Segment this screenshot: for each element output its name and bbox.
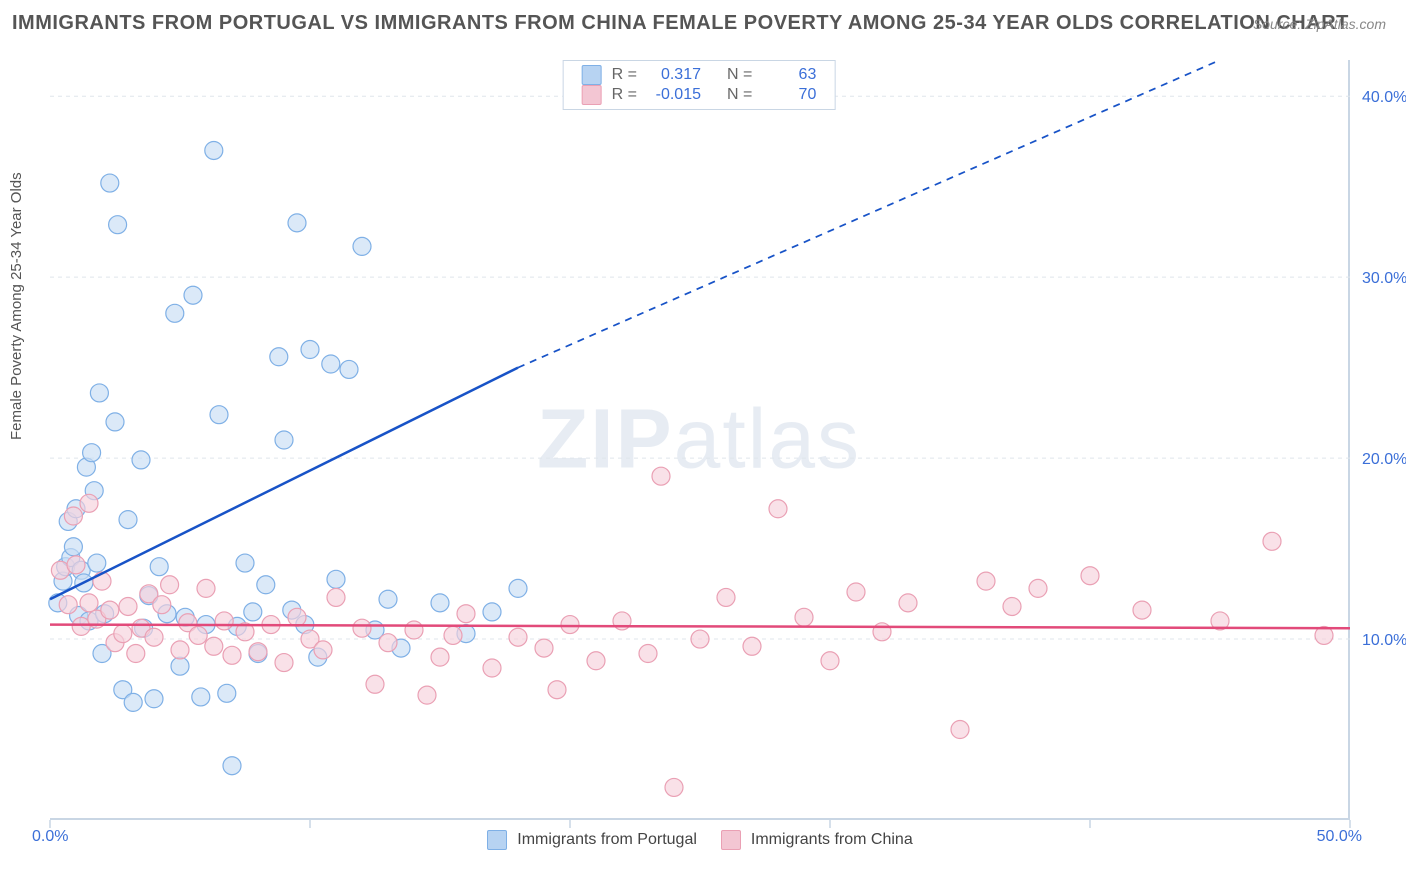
r-label: R =: [612, 66, 637, 84]
r-label: R =: [612, 86, 637, 104]
series-legend: Immigrants from Portugal Immigrants from…: [50, 830, 1350, 850]
svg-text:10.0%: 10.0%: [1362, 632, 1406, 649]
svg-text:20.0%: 20.0%: [1362, 451, 1406, 468]
n-value-portugal: 63: [758, 66, 816, 84]
legend-row-china: R = -0.015 N = 70: [582, 85, 817, 105]
n-label: N =: [727, 86, 752, 104]
n-label: N =: [727, 66, 752, 84]
svg-text:30.0%: 30.0%: [1362, 270, 1406, 287]
r-value-china: -0.015: [643, 86, 701, 104]
swatch-portugal: [487, 830, 507, 850]
legend-label-china: Immigrants from China: [751, 831, 913, 849]
y-axis-label: Female Poverty Among 25-34 Year Olds: [8, 172, 25, 440]
svg-text:40.0%: 40.0%: [1362, 89, 1406, 106]
legend-row-portugal: R = 0.317 N = 63: [582, 65, 817, 85]
legend-item-china: Immigrants from China: [721, 830, 913, 850]
legend-item-portugal: Immigrants from Portugal: [487, 830, 697, 850]
swatch-china: [721, 830, 741, 850]
correlation-legend: R = 0.317 N = 63 R = -0.015 N = 70: [563, 60, 836, 110]
legend-label-portugal: Immigrants from Portugal: [517, 831, 697, 849]
chart-title: IMMIGRANTS FROM PORTUGAL VS IMMIGRANTS F…: [12, 12, 1349, 35]
swatch-portugal: [582, 65, 602, 85]
source-attribution: Source: ZipAtlas.com: [1253, 16, 1386, 32]
chart-plot-area: R = 0.317 N = 63 R = -0.015 N = 70 ZIPat…: [50, 60, 1350, 820]
n-value-china: 70: [758, 86, 816, 104]
r-value-portugal: 0.317: [643, 66, 701, 84]
swatch-china: [582, 85, 602, 105]
scatter-svg: 10.0%20.0%30.0%40.0%: [50, 60, 1348, 818]
